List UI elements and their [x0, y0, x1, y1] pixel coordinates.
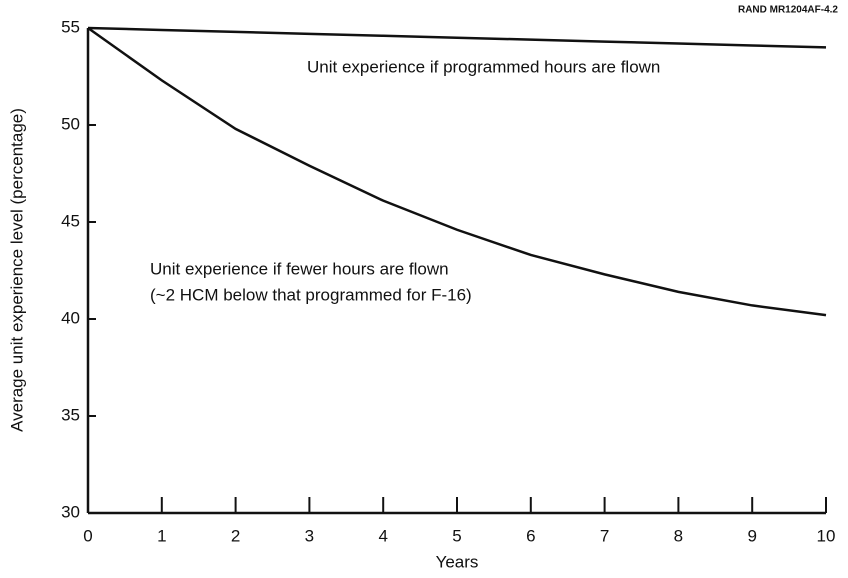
annotation: Unit experience if programmed hours are … — [307, 57, 660, 76]
x-tick-label: 3 — [305, 526, 314, 545]
annotation: Unit experience if fewer hours are flown — [150, 259, 449, 278]
y-tick-label: 35 — [61, 405, 80, 424]
x-axis-label: Years — [436, 552, 479, 571]
x-tick-label: 8 — [674, 526, 683, 545]
x-tick-label: 1 — [157, 526, 166, 545]
x-tick-label: 0 — [83, 526, 92, 545]
line-series — [87, 26, 827, 317]
y-tick-label: 50 — [61, 114, 80, 133]
x-tick-label: 4 — [378, 526, 387, 545]
y-tick-label: 45 — [61, 211, 80, 230]
line-series — [87, 26, 827, 49]
x-tick-label: 7 — [600, 526, 609, 545]
y-tick-label: 40 — [61, 308, 80, 327]
annotation: (~2 HCM below that programmed for F-16) — [150, 285, 472, 304]
credit: RAND MR1204AF-4.2 — [738, 5, 838, 16]
x-tick-label: 2 — [231, 526, 240, 545]
y-tick-label: 55 — [61, 17, 80, 36]
y-axis-label: Average unit experience level (percentag… — [7, 108, 26, 432]
x-tick-label: 10 — [817, 526, 836, 545]
x-tick-label: 6 — [526, 526, 535, 545]
y-tick-label: 30 — [61, 502, 80, 521]
x-tick-label: 5 — [452, 526, 461, 545]
x-tick-label: 9 — [747, 526, 756, 545]
